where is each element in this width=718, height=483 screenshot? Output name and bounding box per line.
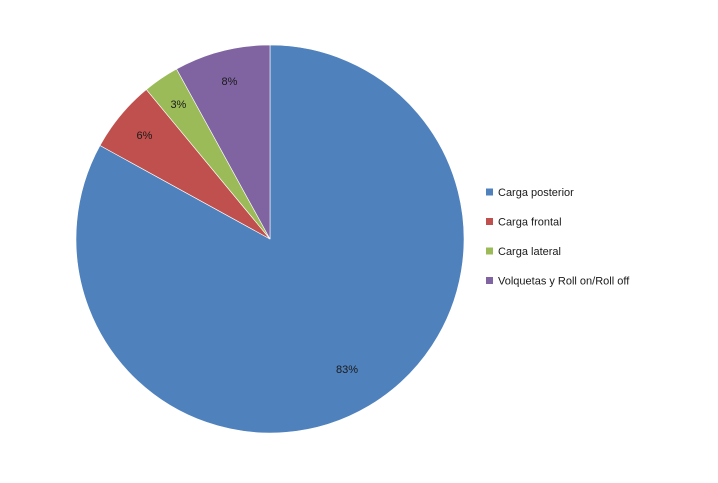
- pie-slices: [75, 44, 465, 434]
- data-label-volquetas-y-roll-on-roll-off: 8%: [222, 76, 238, 88]
- chart-legend: Carga posterior Carga frontal Carga latera…: [486, 187, 630, 288]
- pie-slice-volquetas-y-roll-on-roll-off: [176, 44, 271, 240]
- legend-swatch-carga-posterior: [486, 188, 493, 196]
- pie-data-labels: 83% 6% 3% 8%: [136, 76, 358, 376]
- legend-swatch-volquetas-y-roll-on-roll-off: [486, 277, 493, 284]
- data-label-carga-lateral: 3%: [170, 99, 186, 111]
- data-label-carga-posterior: 83%: [336, 364, 358, 376]
- data-label-carga-frontal: 6%: [136, 130, 152, 142]
- legend-label-volquetas-y-roll-on-roll-off: Volquetas y Roll on/Roll off: [498, 276, 630, 288]
- legend-label-carga-posterior: Carga posterior: [498, 187, 574, 199]
- legend-label-carga-lateral: Carga lateral: [498, 246, 561, 258]
- legend-swatch-carga-frontal: [486, 218, 493, 225]
- legend-swatch-carga-lateral: [486, 247, 493, 255]
- legend-label-carga-frontal: Carga frontal: [498, 217, 562, 229]
